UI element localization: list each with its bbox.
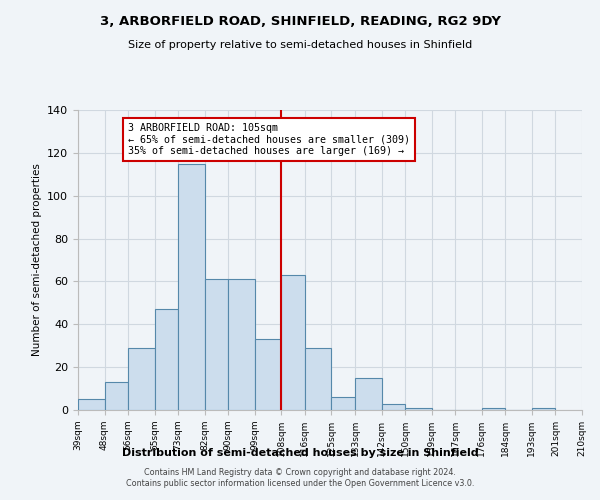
Bar bbox=[355, 378, 382, 410]
Bar bbox=[281, 275, 305, 410]
Text: Contains HM Land Registry data © Crown copyright and database right 2024.
Contai: Contains HM Land Registry data © Crown c… bbox=[126, 468, 474, 487]
Bar bbox=[128, 348, 155, 410]
Bar bbox=[331, 397, 355, 410]
Text: 3, ARBORFIELD ROAD, SHINFIELD, READING, RG2 9DY: 3, ARBORFIELD ROAD, SHINFIELD, READING, … bbox=[100, 15, 500, 28]
Bar bbox=[305, 348, 331, 410]
Bar bbox=[532, 408, 556, 410]
Bar bbox=[405, 408, 431, 410]
Bar bbox=[155, 310, 178, 410]
Bar bbox=[78, 400, 104, 410]
Bar bbox=[229, 280, 255, 410]
Text: Size of property relative to semi-detached houses in Shinfield: Size of property relative to semi-detach… bbox=[128, 40, 472, 50]
Bar bbox=[482, 408, 505, 410]
Bar bbox=[382, 404, 405, 410]
Bar bbox=[255, 340, 281, 410]
Bar bbox=[104, 382, 128, 410]
Text: 3 ARBORFIELD ROAD: 105sqm
← 65% of semi-detached houses are smaller (309)
35% of: 3 ARBORFIELD ROAD: 105sqm ← 65% of semi-… bbox=[128, 123, 410, 156]
Text: Distribution of semi-detached houses by size in Shinfield: Distribution of semi-detached houses by … bbox=[122, 448, 478, 458]
Y-axis label: Number of semi-detached properties: Number of semi-detached properties bbox=[32, 164, 41, 356]
Bar bbox=[178, 164, 205, 410]
Bar bbox=[205, 280, 229, 410]
